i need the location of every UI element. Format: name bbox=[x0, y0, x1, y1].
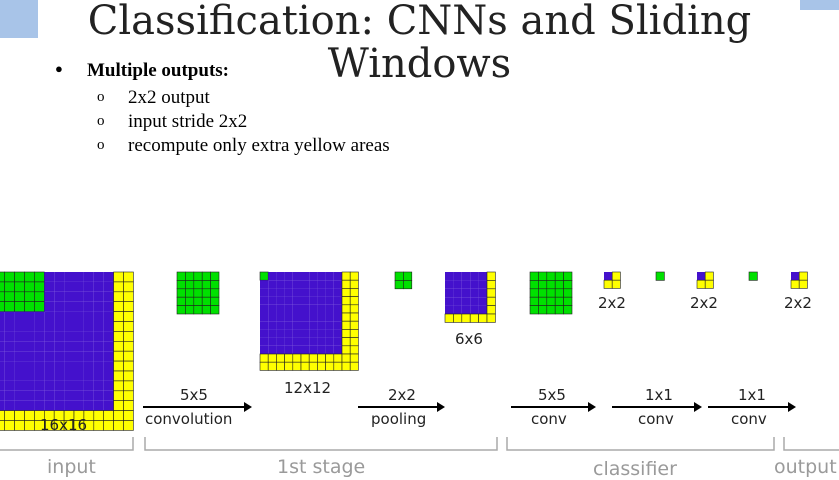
size-label-out1: 2x2 bbox=[598, 294, 626, 312]
size-label-input: 16x16 bbox=[40, 416, 88, 434]
stage-label-1st-stage: 1st stage bbox=[277, 456, 366, 478]
op-bottom-4: conv bbox=[731, 410, 767, 428]
sub-item-2: recompute only extra yellow areas bbox=[55, 133, 390, 158]
grid-classifier-filter bbox=[529, 271, 573, 315]
size-label-pooled: 6x6 bbox=[455, 330, 483, 348]
grid-out2 bbox=[696, 271, 714, 289]
arrowhead-convolution bbox=[244, 402, 252, 412]
bracket-output bbox=[783, 437, 839, 451]
title-line-1: Classification: CNNs and Sliding bbox=[87, 0, 752, 44]
bullet-list: Multiple outputs: 2x2 output input strid… bbox=[55, 60, 390, 158]
size-label-out3: 2x2 bbox=[784, 294, 812, 312]
grid-stage1 bbox=[259, 271, 359, 371]
grid-out3 bbox=[790, 271, 808, 289]
arrowhead-conv-1 bbox=[588, 402, 596, 412]
sub-item-1: input stride 2x2 bbox=[55, 109, 390, 134]
stage-label-output: output bbox=[774, 456, 837, 478]
bracket-input bbox=[0, 437, 134, 451]
arrowhead-pooling bbox=[437, 402, 445, 412]
size-label-out2: 2x2 bbox=[690, 294, 718, 312]
page-title: Classification: CNNs and Sliding Windows bbox=[0, 0, 839, 86]
op-top-3: 1x1 bbox=[645, 386, 673, 404]
bracket-classifier bbox=[506, 437, 775, 451]
bracket-1st-stage bbox=[144, 437, 498, 451]
stage-label-classifier: classifier bbox=[593, 458, 677, 480]
sub-item-0: 2x2 output bbox=[55, 85, 390, 110]
op-bottom-0: convolution bbox=[145, 410, 233, 428]
grid-input bbox=[0, 271, 134, 431]
bullet-multiple-outputs: Multiple outputs: bbox=[55, 60, 390, 82]
grid-pooled bbox=[444, 271, 496, 323]
size-label-stage1: 12x12 bbox=[284, 379, 332, 397]
op-top-0: 5x5 bbox=[180, 386, 208, 404]
grid-1x1-kernel-a bbox=[655, 271, 665, 281]
op-top-2: 5x5 bbox=[538, 386, 566, 404]
grid-1x1-kernel-b bbox=[748, 271, 758, 281]
grid-out1 bbox=[603, 271, 621, 289]
slide-banner-right bbox=[800, 0, 839, 10]
op-top-1: 2x2 bbox=[388, 386, 416, 404]
grid-conv-filter bbox=[176, 271, 220, 315]
op-bottom-2: conv bbox=[531, 410, 567, 428]
op-top-4: 1x1 bbox=[738, 386, 766, 404]
slide-banner-left bbox=[0, 0, 38, 38]
op-bottom-3: conv bbox=[638, 410, 674, 428]
grid-pool-window bbox=[394, 271, 413, 290]
arrowhead-conv-2 bbox=[694, 402, 702, 412]
arrowhead-conv-3 bbox=[788, 402, 796, 412]
stage-label-input: input bbox=[47, 456, 96, 478]
op-bottom-1: pooling bbox=[371, 410, 427, 428]
